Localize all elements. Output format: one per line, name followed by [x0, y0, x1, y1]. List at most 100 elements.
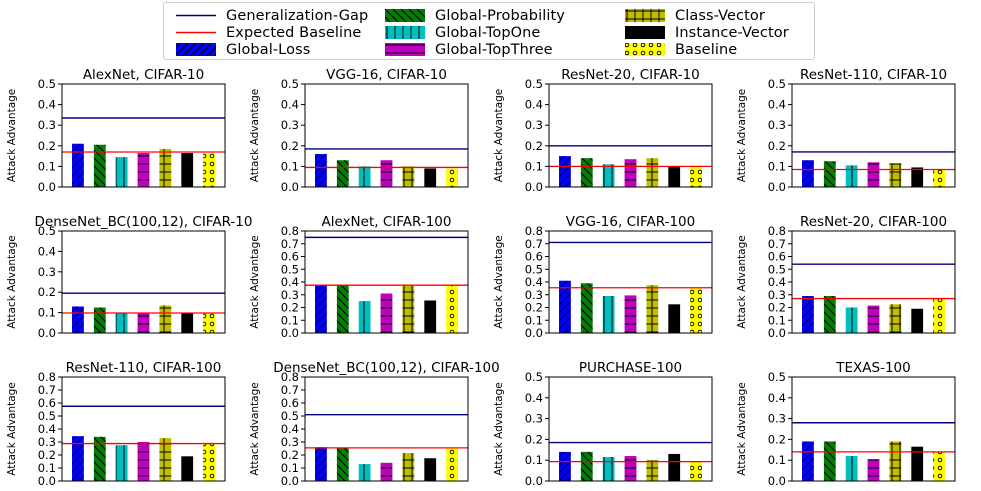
y-tick-label: 0.5 — [525, 370, 543, 384]
chart-title: PURCHASE-100 — [579, 360, 682, 376]
bar-global-probability — [823, 161, 836, 187]
bar-global-topthree — [624, 456, 637, 481]
legend-label: Global-Probability — [435, 7, 565, 24]
y-tick-label: 0.4 — [768, 275, 786, 289]
chart-title: TEXAS-100 — [835, 360, 910, 376]
y-tick-label: 0.8 — [525, 224, 543, 238]
bar-baseline — [933, 169, 945, 187]
y-tick-label: 0.0 — [281, 180, 299, 194]
bar-global-loss — [559, 451, 571, 481]
y-tick-label: 0.5 — [281, 262, 299, 276]
bar-instance-vector — [181, 153, 194, 187]
bar-global-topone — [358, 166, 371, 187]
legend-entry-expected-baseline: Expected Baseline — [174, 24, 361, 41]
bar-global-topthree — [137, 442, 150, 481]
y-tick-label: 0.7 — [281, 383, 299, 397]
y-axis-label: Attack Advantage — [249, 382, 261, 476]
bar-global-loss — [802, 296, 814, 333]
y-tick-label: 0.3 — [525, 412, 543, 426]
legend-entry-global-loss: Global-Loss — [174, 41, 310, 58]
y-tick-label: 0.4 — [768, 391, 786, 405]
y-tick-label: 0.5 — [281, 409, 299, 423]
y-tick-label: 0.0 — [525, 326, 543, 340]
bar-instance-vector — [181, 456, 194, 481]
chart-title: ResNet-110, CIFAR-10 — [800, 67, 947, 83]
y-tick-label: 0.0 — [38, 474, 56, 488]
bar-class-vector — [646, 158, 659, 187]
y-axis-label: Attack Advantage — [736, 382, 748, 476]
y-axis-label: Attack Advantage — [6, 382, 18, 476]
chart-panel: AlexNet, CIFAR-10 Attack Advantage 0.0 0.1 0… — [6, 67, 226, 194]
legend-swatch-global-loss — [176, 43, 216, 56]
bar-global-probability — [580, 158, 593, 187]
legend-entry-instance-vector: Instance-Vector — [623, 24, 789, 41]
bar-global-topthree — [624, 159, 637, 187]
y-tick-label: 0.4 — [38, 98, 56, 112]
y-tick-label: 0.5 — [38, 224, 56, 238]
y-tick-label: 0.2 — [281, 301, 299, 315]
legend-swatch-instance-vector — [625, 26, 665, 39]
legend-label: Generalization-Gap — [226, 7, 369, 24]
legend-entry-generalization-gap: Generalization-Gap — [174, 7, 368, 24]
bar-baseline — [446, 168, 458, 187]
bar-class-vector — [889, 163, 902, 187]
legend-label: Instance-Vector — [675, 24, 789, 41]
legend: Generalization-Gap Expected Baseline Glo… — [163, 2, 815, 60]
axes-frame — [304, 230, 469, 334]
bar-global-loss — [802, 160, 814, 187]
bar-global-loss — [559, 280, 571, 333]
legend-bar-mark — [385, 26, 425, 39]
y-tick-label: 0.3 — [38, 118, 56, 132]
legend-entry-baseline: Baseline — [623, 41, 737, 58]
legend-label: Class-Vector — [675, 7, 765, 24]
bar-class-vector — [402, 453, 415, 481]
y-tick-label: 0.2 — [768, 432, 786, 446]
bar-global-topone — [845, 456, 858, 481]
y-tick-label: 0.7 — [525, 237, 543, 251]
axes-frame — [548, 376, 713, 482]
legend-label: Global-TopThree — [435, 41, 553, 58]
y-axis-label: Attack Advantage — [249, 235, 261, 329]
bar-instance-vector — [424, 458, 437, 481]
chart-panel: ResNet-110, CIFAR-100 Attack Advantage 0.0… — [6, 360, 226, 488]
chart-title: VGG-16, CIFAR-100 — [566, 214, 695, 230]
legend-bar-mark — [625, 26, 665, 39]
bar-instance-vector — [911, 167, 924, 187]
chart-panel: DenseNet_BC(100,12), CIFAR-100 Attack Adv… — [249, 360, 500, 488]
bar-instance-vector — [668, 166, 681, 187]
y-tick-label: 0.1 — [281, 461, 299, 475]
y-tick-label: 0.2 — [768, 139, 786, 153]
bar-global-topone — [115, 445, 128, 481]
y-tick-label: 0.2 — [768, 301, 786, 315]
bar-global-topone — [845, 165, 858, 187]
bar-global-topthree — [867, 459, 880, 481]
legend-label: Expected Baseline — [226, 24, 362, 41]
y-tick-label: 0.6 — [38, 396, 56, 410]
bar-instance-vector — [424, 300, 437, 333]
y-tick-label: 0.4 — [281, 98, 299, 112]
bar-global-loss — [72, 306, 84, 333]
y-tick-label: 0.5 — [768, 77, 786, 91]
bar-baseline — [690, 287, 702, 333]
chart-title: ResNet-20, CIFAR-100 — [800, 214, 947, 230]
y-axis-label: Attack Advantage — [493, 382, 505, 476]
y-tick-label: 0.0 — [281, 326, 299, 340]
bar-global-topthree — [867, 162, 880, 187]
bar-global-probability — [580, 283, 593, 333]
bar-global-probability — [93, 307, 106, 333]
bar-global-topthree — [137, 153, 150, 187]
axes-frame — [61, 83, 226, 188]
bar-instance-vector — [181, 312, 194, 333]
bar-global-topthree — [380, 462, 393, 481]
y-tick-label: 0.8 — [281, 370, 299, 384]
chart-title: AlexNet, CIFAR-10 — [83, 67, 204, 83]
bar-instance-vector — [668, 453, 681, 481]
bar-global-topone — [115, 157, 128, 187]
y-axis-label: Attack Advantage — [6, 89, 18, 183]
y-tick-label: 0.2 — [525, 301, 543, 315]
bar-global-probability — [93, 144, 106, 187]
legend-entry-class-vector: Class-Vector — [623, 7, 765, 24]
y-tick-label: 0.2 — [281, 448, 299, 462]
y-tick-label: 0.1 — [38, 159, 56, 173]
